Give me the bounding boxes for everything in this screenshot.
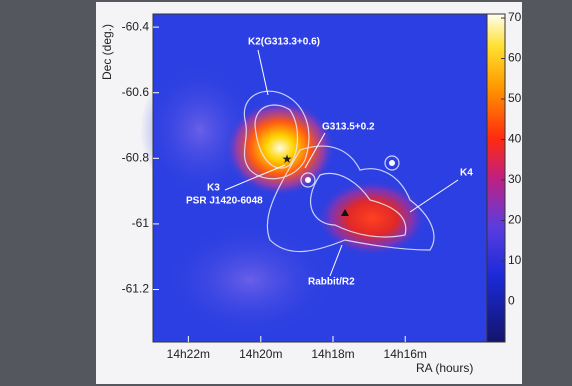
annotation: Rabbit/R2 [308,277,355,288]
colorbar-tick-label: 0 [508,294,515,308]
y-tick-label: -60.4 [122,19,150,33]
x-tick-label: 14h22m [167,347,210,361]
annotation: G313.5+0.2 [322,122,375,133]
y-tick-label: -60.6 [122,85,150,99]
x-tick-label: 14h18m [311,347,354,361]
annotation: PSR J1420-6048 [186,196,263,207]
pulsar-marker: ★ [282,152,293,166]
x-axis-label: RA (hours) [416,361,473,375]
annotation: K3 [207,183,220,194]
source-k3 [225,100,335,196]
y-tick-label: -61.2 [122,282,150,296]
y-tick-label: -61 [132,216,150,230]
x-tick-label: 14h20m [239,347,282,361]
annotation: K2(G313.3+0.6) [248,37,320,48]
colorbar-tick-label: 70 [508,10,522,24]
annotation: K4 [460,168,473,179]
chart: ★ K2(G313.3+0.6) G313.5+0.2 K3 PSR J1420… [0,0,572,386]
colorbar-tick-label: 10 [508,253,522,267]
colorbar-tick-label: 60 [508,51,522,65]
colorbar-tick-label: 20 [508,213,522,227]
colorbar-tick-label: 50 [508,91,522,105]
hotspot [305,177,311,183]
colorbar [487,14,505,342]
hotspot [389,160,395,166]
colorbar-tick-label: 40 [508,132,522,146]
y-axis-label: Dec (deg.) [100,24,114,80]
y-tick-label: -60.8 [122,150,150,164]
colorbar-tick-label: 30 [508,172,522,186]
x-tick-label: 14h16m [384,347,427,361]
